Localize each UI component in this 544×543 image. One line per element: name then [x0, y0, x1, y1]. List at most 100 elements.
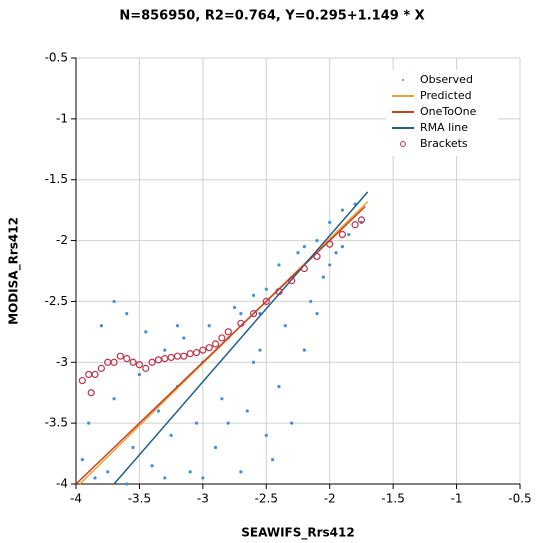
legend-label: Brackets: [420, 137, 468, 150]
observed-point: [302, 348, 306, 352]
bracket-point: [326, 240, 334, 248]
observed-point: [213, 445, 218, 450]
observed-point: [239, 470, 243, 474]
bracket-point: [142, 364, 150, 372]
plot-area: [75, 191, 369, 486]
x-tick-label: -2.5: [255, 492, 278, 506]
observed-point: [252, 360, 256, 364]
observed-point: [175, 324, 180, 328]
x-tick-label: -3.5: [128, 492, 151, 506]
observed-point: [309, 299, 313, 304]
chart-title: N=856950, R2=0.764, Y=0.295+1.149 * X: [119, 9, 424, 24]
observed-point: [271, 458, 275, 462]
observed-point: [163, 348, 167, 352]
observed-point: [290, 421, 294, 425]
observed-point: [277, 385, 281, 389]
observed-point: [328, 220, 332, 224]
bracket-point: [218, 334, 226, 342]
observed-point: [207, 324, 211, 328]
bracket-point: [129, 358, 137, 366]
bracket-point: [97, 364, 105, 372]
observed-point: [340, 208, 344, 212]
bracket-point: [135, 361, 144, 369]
observed-point: [315, 238, 319, 243]
legend-swatch: [402, 79, 404, 81]
observed-point: [201, 476, 205, 480]
bracket-point: [180, 352, 188, 360]
observed-point: [156, 409, 161, 413]
x-tick-label: -1.5: [381, 492, 404, 506]
bracket-point: [357, 216, 366, 224]
bracket-point: [237, 319, 245, 327]
observed-point: [302, 245, 306, 249]
observed-point: [239, 312, 243, 316]
bracket-point: [123, 355, 131, 363]
observed-point: [277, 263, 281, 267]
observed-point: [188, 470, 192, 474]
observed-point: [169, 433, 173, 437]
observed-point: [87, 421, 91, 425]
observed-point: [220, 397, 224, 401]
observed-point: [112, 397, 116, 401]
observed-point: [258, 348, 262, 352]
observed-point: [182, 336, 186, 340]
observed-point: [112, 299, 116, 304]
bracket-point: [300, 264, 308, 273]
x-tick-label: -0.5: [508, 492, 531, 506]
y-tick-label: -1.5: [45, 172, 68, 186]
bracket-point: [211, 340, 220, 348]
legend-label: Observed: [420, 73, 473, 86]
x-tick-label: -3: [197, 492, 209, 506]
y-tick-label: -1: [56, 111, 68, 125]
observed-point: [296, 251, 300, 255]
observed-point: [245, 409, 249, 413]
bracket-point: [116, 352, 125, 360]
observed-point: [194, 421, 199, 425]
bracket-point: [205, 344, 213, 352]
legend-label: OneToOne: [420, 105, 477, 118]
x-tick-label: -2: [324, 492, 336, 506]
y-tick-label: -3: [56, 355, 68, 369]
observed-point: [125, 312, 129, 316]
bracket-point: [275, 288, 283, 296]
observed-point: [264, 433, 268, 437]
observed-point: [99, 324, 103, 328]
y-tick-label: -3.5: [45, 416, 68, 430]
bracket-point: [338, 230, 346, 239]
bracket-point: [78, 376, 86, 385]
legend-label: RMA line: [420, 121, 468, 134]
y-tick-label: -4: [56, 477, 68, 491]
y-tick-label: -2.5: [45, 294, 68, 308]
observed-point: [150, 464, 154, 468]
y-tick-label: -2: [56, 233, 68, 247]
observed-point: [321, 275, 325, 279]
x-tick-label: -1: [451, 492, 463, 506]
bracket-point: [224, 328, 232, 336]
fit-line: [75, 205, 366, 485]
bracket-point: [250, 310, 258, 318]
observed-point: [137, 372, 142, 377]
bracket-point: [148, 358, 156, 366]
bracket-point: [91, 370, 99, 379]
legend-swatch: [400, 141, 406, 147]
observed-point: [264, 287, 268, 291]
observed-point: [334, 251, 338, 255]
observed-point: [340, 245, 344, 249]
bracket-point: [262, 297, 270, 306]
observed-point: [125, 482, 129, 486]
bracket-point: [288, 277, 296, 285]
bracket-point: [192, 348, 201, 357]
observed-point: [163, 476, 167, 480]
observed-point: [232, 305, 237, 310]
legend: Observed Predicted OneToOne RMA line Bracket…: [386, 70, 498, 156]
bracket-point: [110, 358, 118, 366]
observed-point: [144, 330, 148, 334]
observed-point: [106, 470, 110, 474]
observed-point: [252, 293, 256, 297]
bracket-point: [313, 252, 321, 260]
y-tick-label: -0.5: [45, 51, 68, 65]
observed-point: [226, 421, 230, 425]
bracket-point: [87, 389, 95, 397]
y-axis-label: MODISA_Rrs412: [7, 217, 22, 325]
